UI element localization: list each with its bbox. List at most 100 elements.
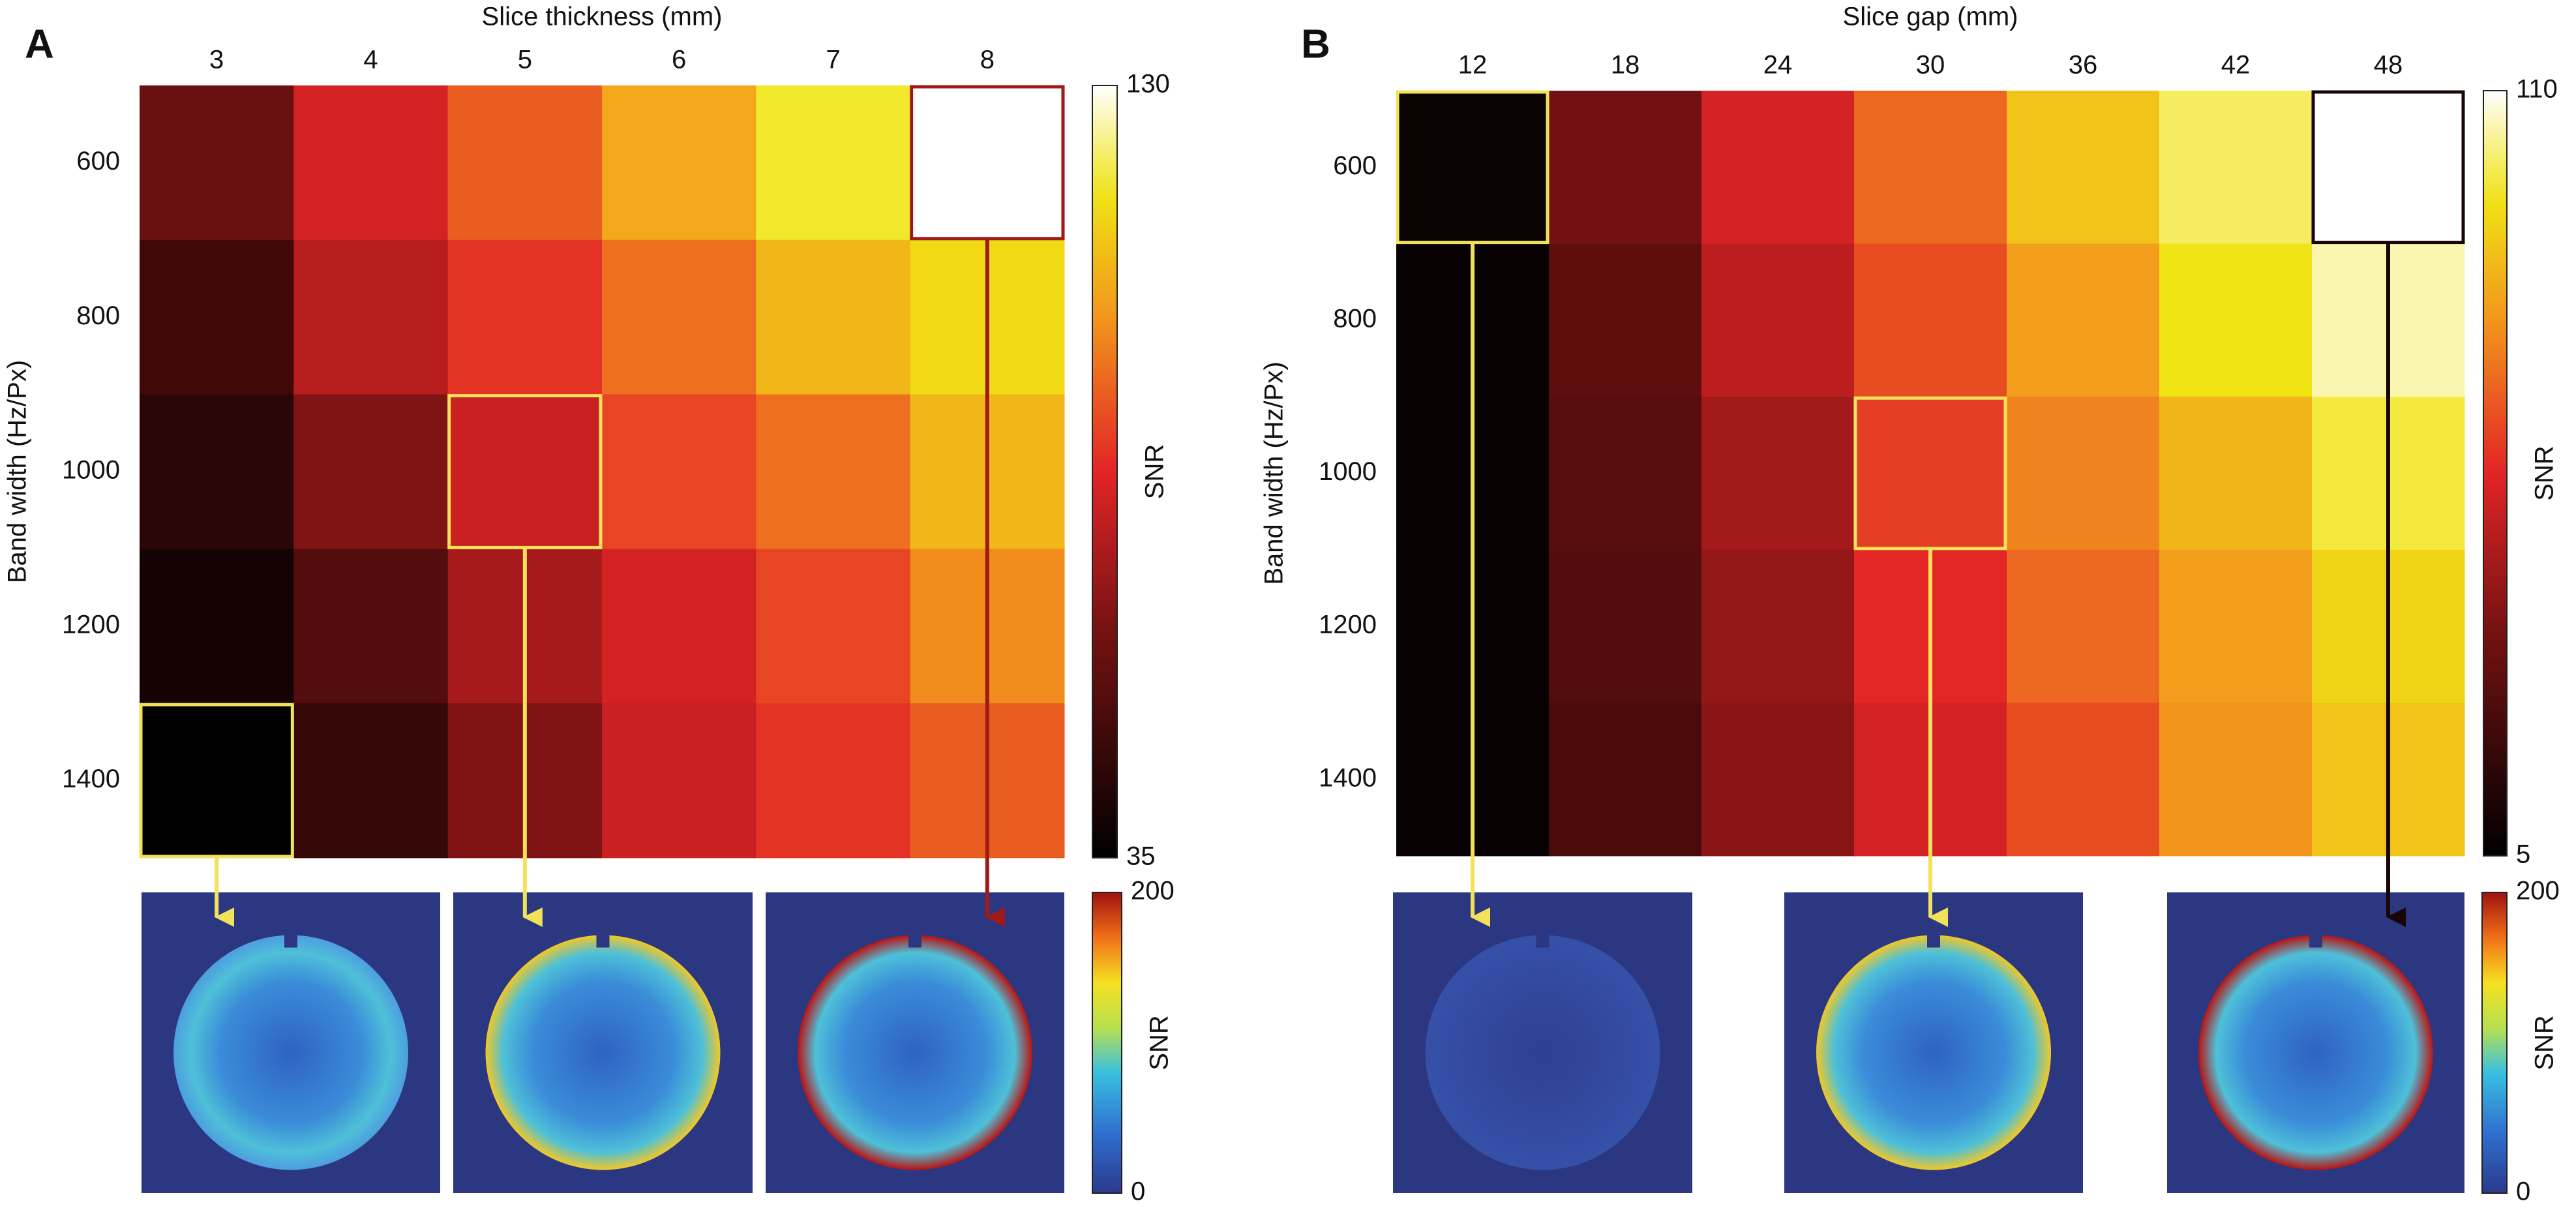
- heatmap-cell: [2159, 91, 2313, 245]
- heatmap-cell: [293, 85, 449, 241]
- x-tick-label: 48: [2374, 51, 2403, 80]
- heatmap-cell: [447, 394, 603, 549]
- heatmap-cell: [2159, 243, 2313, 397]
- y-tick-label: 600: [76, 147, 120, 175]
- heatmap-cell: [1854, 243, 2007, 397]
- colorbar-tick-label: 35: [1126, 842, 1156, 871]
- colorbar-tick-label: 5: [2516, 840, 2530, 869]
- y-tick-label: 1000: [62, 456, 120, 485]
- heatmap-cell: [602, 703, 756, 858]
- phantom: [173, 935, 408, 1170]
- phantom: [1816, 935, 2051, 1170]
- heatmap-cell: [2007, 549, 2160, 703]
- x-tick-label: 24: [1763, 51, 1793, 80]
- y-tick-label: 1200: [1319, 611, 1377, 639]
- heatmap-cell: [1701, 243, 1855, 397]
- inset-colorbar: [2481, 892, 2508, 1194]
- notch: [284, 932, 297, 948]
- highlight-box: [910, 85, 1065, 241]
- heatmap-cell: [2159, 703, 2313, 857]
- heatmap-cell: [756, 239, 911, 395]
- x-axis-label: Slice thickness (mm): [482, 3, 723, 31]
- heatmap-cell: [756, 549, 911, 704]
- highlight-box: [1396, 90, 1550, 245]
- y-axis-label: Band width (Hz/Px): [3, 360, 32, 583]
- x-tick-label: 5: [518, 46, 532, 74]
- heatmap-cell: [1396, 91, 1550, 245]
- notch: [596, 932, 610, 948]
- heatmap-cell: [1854, 91, 2007, 245]
- heatmap-cell: [447, 239, 603, 395]
- heatmap-cell: [2159, 549, 2313, 703]
- colorbar-tick-label: 200: [2516, 877, 2560, 905]
- heatmap-cell: [1549, 549, 1702, 703]
- x-tick-label: 8: [980, 46, 995, 74]
- notch: [1536, 932, 1550, 948]
- heatmap-cell: [1549, 397, 1702, 551]
- heatmap-cell: [2007, 397, 2160, 551]
- y-tick-label: 600: [1333, 151, 1377, 180]
- y-tick-label: 800: [76, 301, 120, 330]
- colorbar-tick-label: 130: [1126, 70, 1170, 99]
- heatmap-cell: [756, 394, 911, 549]
- x-tick-label: 3: [209, 46, 224, 74]
- heatmap-cell: [140, 239, 294, 395]
- heatmap-cell: [602, 394, 756, 549]
- y-tick-label: 1400: [62, 765, 120, 793]
- heatmap-cell: [2007, 703, 2160, 857]
- highlight-box: [447, 394, 603, 549]
- x-tick-label: 4: [363, 46, 378, 74]
- heatmap-cell: [1854, 397, 2007, 551]
- x-tick-label: 42: [2221, 51, 2251, 80]
- heatmap-cell: [2007, 243, 2160, 397]
- y-tick-label: 1400: [1319, 763, 1377, 792]
- heatmap-cell: [2007, 91, 2160, 245]
- heatmap-cell: [756, 703, 911, 858]
- heatmap-cell: [1549, 243, 1702, 397]
- y-tick-label: 800: [1333, 304, 1377, 333]
- colorbar-tick-label: 110: [2516, 75, 2558, 104]
- highlight-box: [2311, 90, 2465, 245]
- x-axis-label: Slice gap (mm): [1843, 3, 2018, 31]
- x-tick-label: 18: [1611, 51, 1640, 80]
- heatmap-cell: [602, 85, 756, 241]
- heatmap-cell: [140, 394, 294, 549]
- y-axis-label: Band width (Hz/Px): [1260, 361, 1289, 584]
- heatmap-cell: [1701, 703, 1855, 857]
- heatmap-cell: [2159, 397, 2313, 551]
- colorbar-label: SNR: [2530, 1015, 2559, 1070]
- phantom: [1425, 935, 1660, 1170]
- colorbar: [2483, 90, 2508, 857]
- inset-colorbar: [1092, 892, 1122, 1194]
- panel-label: A: [25, 22, 54, 67]
- heatmap-cell: [2312, 91, 2465, 245]
- notch: [2309, 932, 2322, 948]
- heatmap-cell: [293, 239, 449, 395]
- colorbar-tick-label: 0: [2516, 1177, 2530, 1206]
- phantom: [485, 935, 721, 1170]
- heatmap-cell: [140, 703, 294, 858]
- heatmap-cell: [293, 549, 449, 704]
- phantom: [2198, 935, 2433, 1170]
- phantom: [798, 935, 1032, 1170]
- heatmap-cell: [1549, 703, 1702, 857]
- y-tick-label: 1000: [1319, 457, 1377, 486]
- x-tick-label: 7: [826, 46, 840, 74]
- heatmap-cell: [910, 85, 1065, 241]
- heatmap-cell: [1701, 549, 1855, 703]
- heatmap-cell: [1549, 91, 1702, 245]
- heatmap-cell: [293, 394, 449, 549]
- heatmap-cell: [756, 85, 911, 241]
- heatmap-cell: [293, 703, 449, 858]
- colorbar-tick-label: 0: [1131, 1177, 1145, 1206]
- colorbar-label: SNR: [1145, 1015, 1174, 1070]
- x-tick-label: 6: [672, 46, 686, 74]
- notch: [908, 932, 921, 948]
- colorbar-tick-label: 200: [1131, 877, 1175, 905]
- x-tick-label: 12: [1458, 51, 1488, 80]
- heatmap-cell: [140, 85, 294, 241]
- colorbar-label: SNR: [2530, 446, 2559, 500]
- heatmap-cell: [602, 239, 756, 395]
- heatmap-cell: [447, 85, 603, 241]
